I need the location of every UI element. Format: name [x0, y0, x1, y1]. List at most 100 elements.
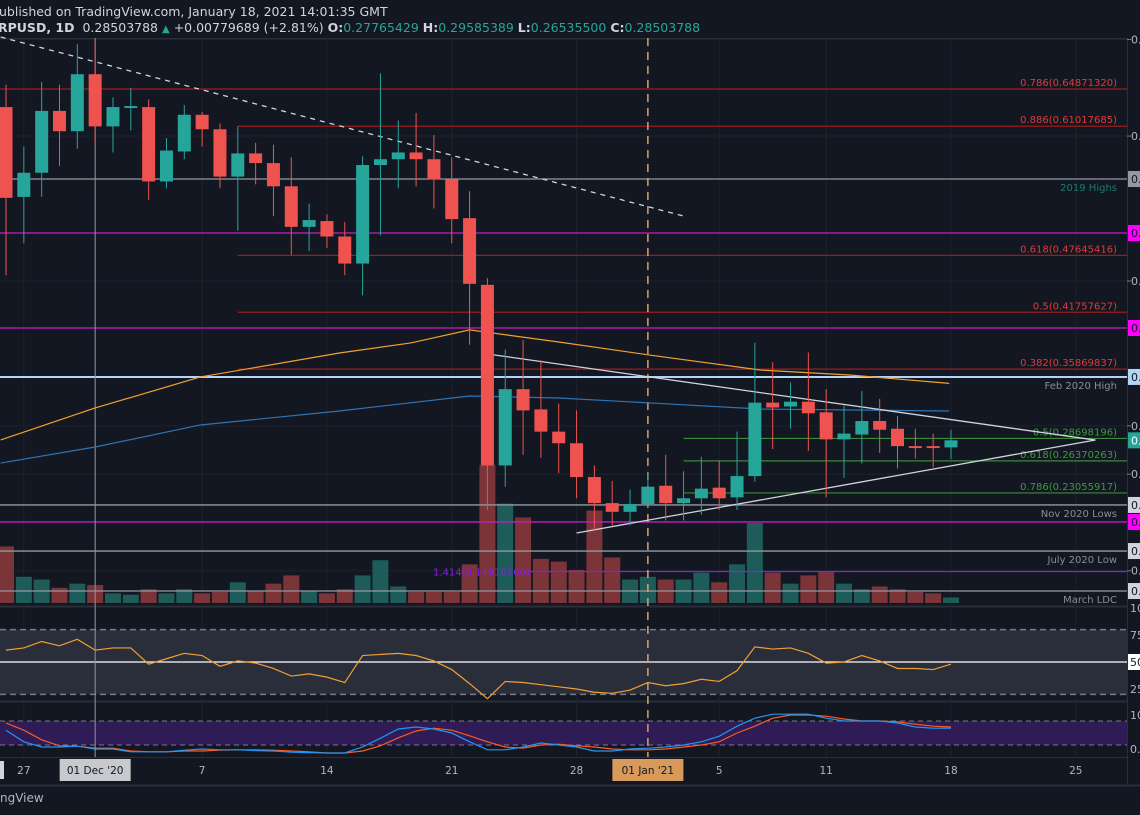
candles	[0, 40, 958, 531]
fib-label: 0.618(0.26370263)	[1020, 450, 1117, 461]
candle-body	[302, 220, 316, 227]
rsi-axis-label: 75	[1130, 629, 1140, 642]
candle	[748, 342, 762, 482]
candle-body	[195, 114, 209, 130]
level-label: Nov 2020 Lows	[1041, 509, 1117, 520]
level-label: July 2020 Low	[1047, 555, 1117, 566]
volume-bar	[942, 597, 959, 603]
candle	[195, 111, 209, 147]
volume-bar	[461, 564, 478, 603]
volume-bar	[515, 517, 532, 603]
volume-bar	[318, 593, 335, 603]
price-tag-label: 0.	[1131, 516, 1140, 529]
candle	[320, 214, 334, 249]
low-label: L:	[517, 20, 531, 35]
symbol-label[interactable]: RPUSD, 1D	[0, 20, 75, 35]
candle	[17, 146, 31, 244]
time-axis-label: 28	[570, 765, 583, 777]
rsi-axis-label: 25	[1130, 683, 1140, 696]
date-tag-label: 01 Dec '20	[67, 765, 124, 777]
volume-bar	[247, 590, 264, 603]
candle-body	[801, 401, 815, 414]
volume-bar	[764, 572, 781, 603]
candle	[694, 456, 708, 515]
tradingview-brand: ngView	[0, 791, 44, 805]
candle	[730, 431, 744, 510]
candle	[837, 405, 851, 479]
axis-tick-label: 0.	[1131, 468, 1140, 481]
up-triangle-icon: ▲	[162, 24, 170, 35]
candle	[0, 84, 13, 276]
stoch-rsi-pane	[0, 713, 1127, 754]
time-axis-label: 27	[17, 765, 30, 777]
candle	[498, 349, 512, 487]
volume-bar	[229, 582, 246, 603]
candle-body	[284, 186, 298, 227]
volume-bar	[729, 564, 746, 603]
price-tag	[1128, 513, 1140, 530]
candle-body	[873, 421, 887, 430]
candle-body	[908, 446, 922, 449]
rsi-tag	[1128, 654, 1140, 670]
candle-body	[427, 159, 441, 180]
price-tag	[1128, 583, 1140, 600]
candle	[106, 97, 120, 153]
volume-bar	[925, 593, 942, 603]
candle	[409, 112, 423, 187]
open-value: 0.27765429	[343, 20, 419, 35]
volume-bar	[532, 558, 549, 603]
candle	[249, 142, 263, 185]
close-label: C:	[610, 20, 625, 35]
candle-body	[266, 163, 280, 187]
candle-body	[373, 159, 387, 166]
price-tag	[1128, 496, 1140, 513]
rsi-axis-label: 10	[1130, 602, 1140, 615]
volume-bar	[283, 575, 300, 603]
candle	[605, 480, 619, 526]
candle	[70, 44, 84, 149]
candle-body	[855, 421, 869, 435]
last-price: 0.28503788	[82, 20, 159, 35]
date-tag-partial	[0, 761, 4, 779]
ohlc-legend: RPUSD, 1D 0.28503788 ▲ +0.00779689 (+2.8…	[0, 20, 700, 35]
candle-body	[249, 153, 263, 164]
candle	[391, 120, 405, 189]
candle	[552, 403, 566, 474]
volume-bar	[568, 569, 585, 603]
candle-body	[748, 402, 762, 477]
candle-body	[694, 488, 708, 499]
volume-bar	[907, 591, 924, 603]
fib-levels: 0.786(0.64871320) 0.886(0.61017685) 0.618(…	[0, 78, 1127, 579]
candle-body	[338, 236, 352, 264]
close-value: 0.28503788	[624, 20, 701, 35]
time-axis-label: 25	[1069, 765, 1082, 777]
axis-tick-label: 0.	[1131, 130, 1140, 143]
candle	[373, 73, 387, 236]
volume-bar	[443, 591, 460, 603]
chart-header: ublished on TradingView.com, January 18,…	[0, 0, 1140, 38]
level-label: 2019 Highs	[1060, 183, 1117, 194]
candle-body	[445, 179, 459, 220]
candle-body	[712, 487, 726, 499]
candle	[356, 156, 370, 296]
volume-bar	[746, 522, 763, 603]
volume-bar	[408, 591, 425, 603]
candle	[463, 191, 477, 345]
price-tag	[1128, 171, 1140, 188]
volume-bar	[818, 571, 835, 603]
published-note: ublished on TradingView.com, January 18,…	[0, 4, 388, 19]
moving-average-blue	[0, 395, 950, 464]
time-axis-label: 11	[819, 765, 832, 777]
date-tag	[612, 759, 684, 781]
candle	[338, 222, 352, 276]
volume-bar	[693, 572, 710, 603]
candle-body	[498, 389, 512, 466]
candle-body	[552, 431, 566, 444]
candle-body	[159, 150, 173, 182]
candle-body	[463, 218, 477, 284]
candle-body	[570, 443, 584, 478]
high-value: 0.29585389	[438, 20, 514, 35]
price-tag-label: 0.	[1131, 545, 1140, 558]
high-label: H:	[422, 20, 439, 35]
